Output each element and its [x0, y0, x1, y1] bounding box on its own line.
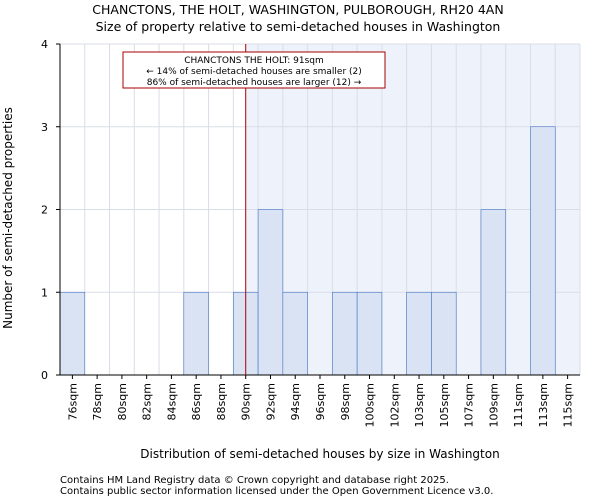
y-tick-label-0: 0	[41, 369, 48, 382]
y-tick-label-4: 4	[41, 38, 48, 51]
x-tick-label-90sqm: 90sqm	[240, 383, 253, 420]
y-tick-label-3: 3	[41, 121, 48, 134]
bar-94sqm	[282, 291, 308, 376]
annotation-larger-text: 86% of semi-detached houses are larger (…	[147, 78, 362, 88]
bar-103sqm	[406, 291, 432, 376]
x-tick-label-86sqm: 86sqm	[190, 383, 203, 420]
y-tick-label-2: 2	[41, 204, 48, 217]
x-tick-label-98sqm: 98sqm	[339, 383, 352, 420]
x-tick-label-78sqm: 78sqm	[91, 383, 104, 420]
bar-86sqm	[183, 291, 209, 376]
x-tick-label-102sqm: 102sqm	[388, 383, 401, 427]
x-tick-label-88sqm: 88sqm	[215, 383, 228, 420]
chart-subtitle: Size of property relative to semi-detach…	[96, 19, 501, 34]
y-tick-label-1: 1	[41, 286, 48, 299]
annotation-title: CHANCTONS THE HOLT: 91sqm	[184, 56, 324, 66]
x-tick-label-115sqm: 115sqm	[562, 383, 575, 427]
x-axis-label: Distribution of semi-detached houses by …	[140, 447, 499, 461]
annotation-box	[122, 51, 386, 89]
bar-100sqm	[356, 291, 383, 376]
bar-105sqm	[431, 291, 457, 376]
x-tick-label-113sqm: 113sqm	[537, 383, 550, 427]
bar-113sqm	[530, 126, 556, 376]
chart-title: CHANCTONS, THE HOLT, WASHINGTON, PULBORO…	[92, 2, 503, 17]
bar-98sqm	[332, 291, 358, 376]
x-tick-label-103sqm: 103sqm	[413, 383, 426, 427]
x-tick-label-80sqm: 80sqm	[116, 383, 129, 420]
plot-area: 0 1 2 3 4 76sqm 78sqm 80sqm 82sqm 84sqm 86sqm 88sqm…	[41, 38, 581, 427]
x-tick-label-96sqm: 96sqm	[314, 383, 327, 420]
x-tick-label-105sqm: 105sqm	[438, 383, 451, 427]
x-tick-label-109sqm: 109sqm	[487, 383, 500, 427]
bar-109sqm	[480, 209, 507, 376]
y-axis-label: Number of semi-detached properties	[1, 107, 15, 329]
bar-76sqm	[59, 291, 86, 376]
footer-line-2: Contains public sector information licen…	[60, 486, 493, 497]
x-tick-label-84sqm: 84sqm	[165, 383, 178, 420]
bar-92sqm	[257, 209, 284, 376]
x-tick-label-92sqm: 92sqm	[264, 383, 277, 420]
x-tick-label-111sqm: 111sqm	[512, 383, 525, 427]
x-tick-label-76sqm: 76sqm	[66, 383, 79, 420]
x-tick-label-107sqm: 107sqm	[463, 383, 476, 427]
x-tick-label-100sqm: 100sqm	[364, 383, 377, 427]
footer-line-1: Contains HM Land Registry data © Crown c…	[60, 475, 449, 486]
x-tick-label-82sqm: 82sqm	[141, 383, 154, 420]
x-tick-label-94sqm: 94sqm	[289, 383, 302, 420]
annotation-smaller-text: ← 14% of semi-detached houses are smalle…	[146, 67, 362, 77]
